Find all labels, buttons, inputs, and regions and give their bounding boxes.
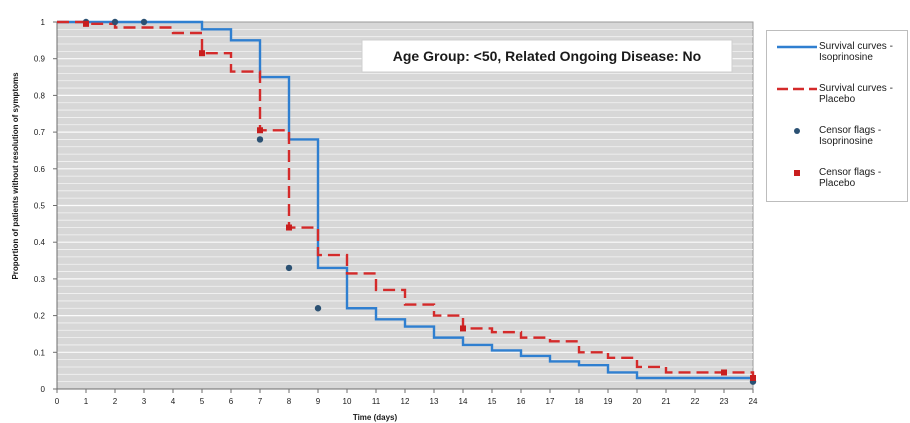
censor-flag-placebo-point: [750, 374, 756, 381]
legend-label-line2: Placebo: [819, 94, 856, 105]
x-tick-label: 15: [488, 397, 497, 406]
survival-curve-series-0: [57, 20, 755, 382]
survival-curve-series-1: [57, 20, 755, 378]
y-tick-label: 0.8: [34, 91, 46, 100]
legend-item-placebo-censor: Censor flags - Placebo: [767, 165, 909, 199]
censor-flag-isoprinosine-point: [140, 18, 148, 26]
chart-title: Age Group: <50, Related Ongoing Disease:…: [393, 48, 701, 64]
x-tick-label: 12: [401, 397, 410, 406]
legend-label-line2: Placebo: [819, 178, 856, 189]
censor-flag-placebo-point: [257, 127, 263, 134]
legend-label-line1: Survival curves -: [819, 83, 893, 94]
legend-item-placebo-curve: Survival curves - Placebo: [767, 81, 909, 115]
legend-label-line2: Isoprinosine: [819, 52, 873, 63]
x-tick-label: 4: [171, 397, 176, 406]
x-tick-label: 19: [604, 397, 613, 406]
legend-square-marker-icon: [794, 170, 800, 176]
y-tick-label: 0.6: [34, 165, 46, 174]
x-tick-label: 6: [229, 397, 234, 406]
y-tick-label: 0.1: [34, 348, 46, 357]
x-axis-label: Time (days): [353, 413, 398, 422]
legend-label-line1: Censor flags -: [819, 125, 882, 136]
x-tick-label: 17: [546, 397, 555, 406]
censor-flag-isoprinosine-point: [256, 136, 264, 143]
legend-solid-line-icon: [777, 45, 817, 49]
y-tick-label: 0: [41, 385, 46, 394]
series-layer: [57, 20, 755, 382]
legend-label-line1: Survival curves -: [819, 41, 893, 52]
legend: Survival curves - Isoprinosine Survival …: [766, 30, 908, 202]
legend-label: Censor flags - Isoprinosine: [819, 125, 907, 147]
y-tick-label: 0.9: [34, 55, 46, 64]
marker-layer: [82, 18, 757, 385]
x-tick-label: 2: [113, 397, 118, 406]
y-tick-label: 0.3: [34, 275, 46, 284]
x-tick-label: 9: [316, 397, 321, 406]
x-tick-label: 21: [662, 397, 671, 406]
censor-flag-placebo-point: [460, 325, 466, 332]
y-tick-label: 0.7: [34, 128, 46, 137]
legend-label: Censor flags - Placebo: [819, 167, 907, 189]
censor-flag-placebo-point: [721, 369, 727, 376]
legend-label: Survival curves - Placebo: [819, 83, 907, 105]
censor-flag-isoprinosine-point: [111, 18, 119, 26]
x-tick-label: 11: [372, 397, 381, 406]
x-tick-label: 8: [287, 397, 292, 406]
legend-label-line1: Censor flags -: [819, 167, 882, 178]
x-tick-label: 23: [720, 397, 729, 406]
x-tick-label: 10: [343, 397, 352, 406]
x-tick-label: 13: [430, 397, 439, 406]
title-box: [361, 39, 733, 73]
x-tick-label: 22: [691, 397, 700, 406]
gridlines: [57, 28, 753, 383]
x-tick-label: 1: [84, 397, 89, 406]
legend-item-isoprinosine-censor: Censor flags - Isoprinosine: [767, 123, 909, 157]
x-tick-label: 5: [200, 397, 205, 406]
y-tick-label: 1: [41, 18, 46, 27]
censor-flag-placebo-point: [83, 20, 89, 27]
y-tick-label: 0.4: [34, 238, 46, 247]
x-tick-label: 14: [459, 397, 468, 406]
legend-label-line2: Isoprinosine: [819, 136, 873, 147]
y-tick-label: 0.5: [34, 202, 46, 211]
legend-label: Survival curves - Isoprinosine: [819, 41, 907, 63]
x-tick-label: 16: [517, 397, 526, 406]
censor-flag-isoprinosine-point: [285, 264, 293, 272]
x-tick-label: 24: [749, 397, 758, 406]
y-tick-label: 0.2: [34, 312, 46, 321]
censor-flag-placebo-point: [199, 50, 205, 57]
x-tick-label: 20: [633, 397, 642, 406]
censor-flag-isoprinosine-point: [314, 305, 322, 312]
axes: 00.10.20.30.40.50.60.70.80.910 1 2 3 4 5 6 7 8 9 1…: [34, 18, 758, 406]
x-tick-label: 7: [258, 397, 263, 406]
x-tick-label: 3: [142, 397, 147, 406]
x-tick-label: 18: [575, 397, 584, 406]
censor-flag-placebo-point: [286, 224, 292, 231]
legend-dashed-line-icon: [777, 87, 817, 91]
y-axis-label: Proportion of patients without resolutio…: [11, 72, 20, 280]
x-tick-label: 0: [55, 397, 60, 406]
legend-item-isoprinosine-curve: Survival curves - Isoprinosine: [767, 39, 909, 73]
legend-circle-marker-icon: [794, 128, 800, 134]
